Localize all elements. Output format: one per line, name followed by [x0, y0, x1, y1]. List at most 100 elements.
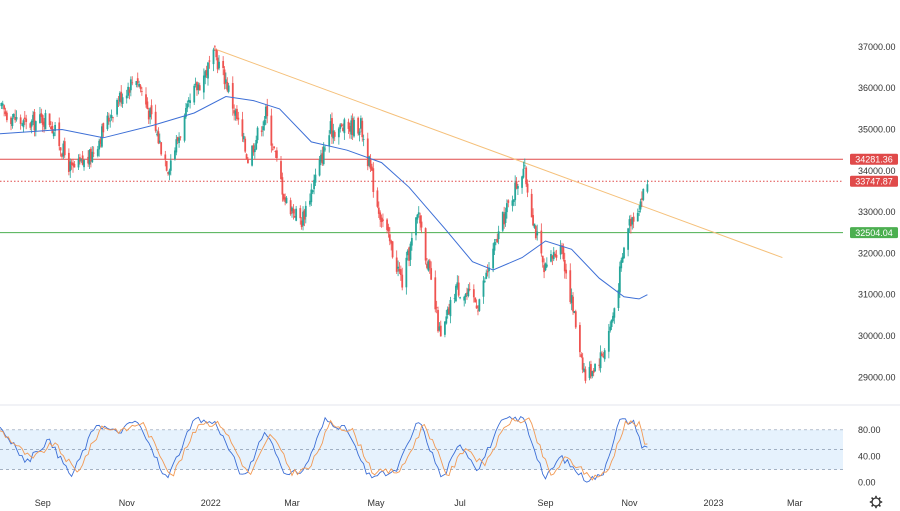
candle-body[interactable] — [485, 272, 488, 279]
candle-body[interactable] — [609, 326, 612, 331]
candle-body[interactable] — [168, 170, 171, 175]
candle-body[interactable] — [29, 123, 32, 128]
gear-icon[interactable] — [869, 495, 883, 509]
candle-body[interactable] — [332, 130, 335, 139]
candle-body[interactable] — [410, 237, 413, 246]
candle-body[interactable] — [493, 242, 496, 251]
candle-body[interactable] — [497, 231, 500, 240]
candle-body[interactable] — [530, 193, 533, 218]
candle-body[interactable] — [83, 160, 85, 168]
candle-body[interactable] — [591, 371, 594, 377]
candle-body[interactable] — [324, 148, 326, 150]
candle-body[interactable] — [32, 114, 34, 123]
candle-body[interactable] — [534, 226, 537, 239]
candle-body[interactable] — [459, 297, 461, 299]
candle-body[interactable] — [444, 321, 446, 335]
candle-body[interactable] — [439, 325, 442, 337]
candle-body[interactable] — [376, 190, 379, 207]
candle-body[interactable] — [44, 113, 47, 130]
candle-body[interactable] — [483, 281, 486, 283]
candle-body[interactable] — [241, 119, 244, 137]
candle-body[interactable] — [1, 103, 4, 106]
candle-body[interactable] — [198, 85, 201, 91]
candle-body[interactable] — [233, 110, 236, 114]
candle-body[interactable] — [320, 154, 322, 162]
candle-body[interactable] — [194, 83, 197, 85]
candle-body[interactable] — [21, 124, 23, 126]
candle-body[interactable] — [526, 183, 529, 193]
candle-body[interactable] — [504, 212, 507, 223]
candle-body[interactable] — [15, 117, 18, 120]
candle-body[interactable] — [408, 247, 411, 261]
candle-body[interactable] — [4, 111, 7, 115]
candle-body[interactable] — [448, 307, 450, 315]
candle-body[interactable] — [618, 266, 621, 293]
candle-body[interactable] — [580, 354, 583, 358]
candle-body[interactable] — [406, 250, 409, 256]
candle-body[interactable] — [427, 261, 430, 271]
candle-body[interactable] — [627, 228, 630, 250]
candle-body[interactable] — [176, 137, 179, 141]
candle-body[interactable] — [395, 257, 398, 272]
candle-body[interactable] — [207, 62, 209, 79]
candle-body[interactable] — [185, 108, 187, 117]
candle-body[interactable] — [156, 133, 158, 135]
candle-body[interactable] — [533, 223, 536, 228]
candle-body[interactable] — [175, 139, 178, 153]
candle-body[interactable] — [107, 117, 110, 122]
candle-body[interactable] — [506, 203, 508, 213]
candle-body[interactable] — [244, 138, 247, 152]
candle-body[interactable] — [167, 172, 169, 174]
candle-body[interactable] — [295, 208, 298, 221]
candle-body[interactable] — [632, 216, 635, 222]
candle-body[interactable] — [340, 124, 343, 126]
candle-body[interactable] — [140, 91, 143, 92]
candle-body[interactable] — [362, 139, 365, 140]
candle-body[interactable] — [369, 159, 372, 169]
candle-body[interactable] — [550, 254, 552, 262]
candle-body[interactable] — [554, 253, 557, 256]
candle-body[interactable] — [584, 369, 587, 381]
candle-body[interactable] — [536, 231, 539, 236]
candle-body[interactable] — [236, 108, 238, 120]
candle-body[interactable] — [11, 118, 14, 127]
candle-body[interactable] — [628, 219, 631, 226]
candle-body[interactable] — [213, 46, 216, 48]
candle-body[interactable] — [391, 241, 394, 258]
candle-body[interactable] — [380, 217, 383, 222]
candle-body[interactable] — [574, 311, 577, 328]
candle-body[interactable] — [223, 69, 226, 85]
candle-body[interactable] — [366, 138, 369, 167]
candle-body[interactable] — [34, 121, 37, 131]
candle-body[interactable] — [368, 156, 371, 166]
candle-body[interactable] — [603, 350, 606, 360]
candle-body[interactable] — [314, 174, 317, 183]
candle-body[interactable] — [639, 201, 642, 210]
candle-body[interactable] — [285, 197, 288, 204]
candle-body[interactable] — [501, 211, 504, 231]
candle-body[interactable] — [149, 108, 152, 118]
candle-body[interactable] — [30, 120, 33, 127]
candle-body[interactable] — [642, 189, 645, 200]
candle-body[interactable] — [120, 91, 123, 103]
candle-body[interactable] — [388, 234, 391, 242]
candle-body[interactable] — [409, 243, 412, 260]
candle-body[interactable] — [590, 364, 592, 377]
candle-body[interactable] — [563, 259, 566, 272]
candle-body[interactable] — [183, 116, 186, 141]
candle-body[interactable] — [256, 127, 259, 141]
candle-body[interactable] — [569, 270, 572, 303]
candle-body[interactable] — [638, 211, 641, 212]
candle-body[interactable] — [299, 208, 302, 219]
candle-body[interactable] — [329, 121, 332, 134]
candle-body[interactable] — [551, 255, 554, 259]
candle-body[interactable] — [387, 226, 390, 232]
candle-body[interactable] — [263, 119, 266, 126]
candle-body[interactable] — [419, 215, 422, 224]
candle-body[interactable] — [353, 119, 355, 137]
candle-body[interactable] — [640, 198, 643, 200]
candle-body[interactable] — [25, 118, 28, 122]
candle-body[interactable] — [69, 161, 72, 172]
candle-body[interactable] — [478, 299, 481, 311]
candle-body[interactable] — [145, 94, 147, 105]
